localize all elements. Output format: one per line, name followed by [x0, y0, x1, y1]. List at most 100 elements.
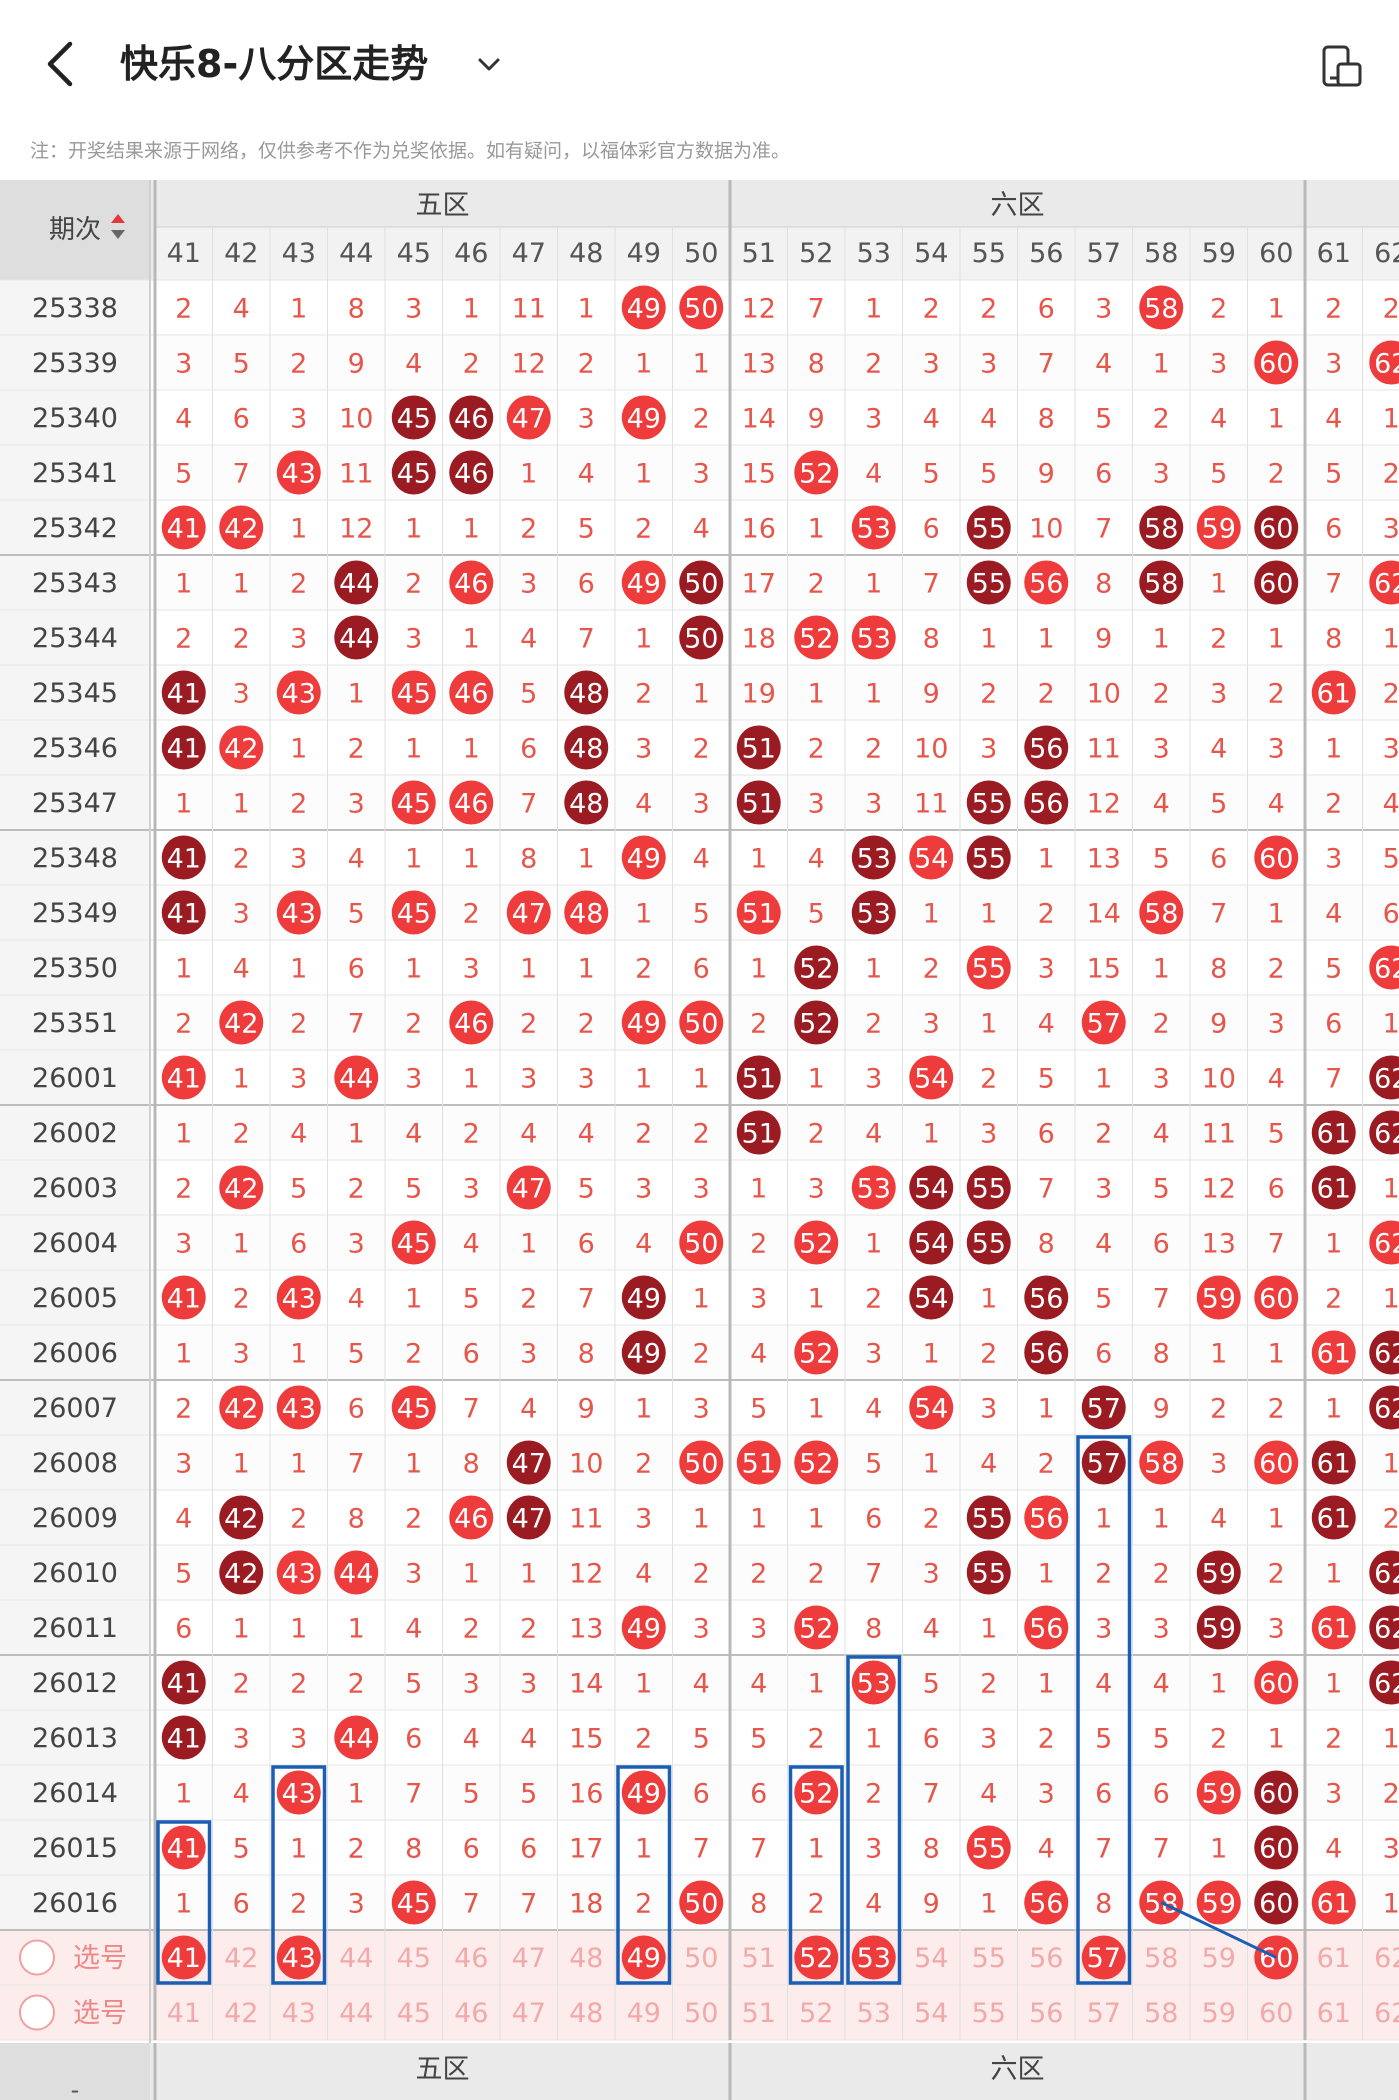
ball-number: 54	[914, 1229, 948, 1260]
miss-count: 4	[520, 1119, 537, 1150]
ball-number: 41	[167, 734, 201, 765]
miss-count: 5	[1268, 1119, 1285, 1150]
select-option-46[interactable]: 46	[454, 1943, 488, 1974]
select-row-2[interactable]: 选号 41 42 43 44 45 46 47 48 49 50 51 52 53 54 55 56 57 58 59…	[19, 1994, 1399, 2031]
select-option-46[interactable]: 46	[454, 1998, 488, 2029]
select-option-49[interactable]: 49	[627, 1998, 661, 2029]
select-option-61[interactable]: 61	[1317, 1943, 1351, 1974]
ball-number: 49	[627, 1779, 661, 1810]
select-option-60[interactable]: 60	[1259, 1998, 1293, 2029]
ball-number: 48	[569, 679, 603, 710]
ball-number: 45	[397, 899, 431, 930]
select-row-1[interactable]: 选号 41 42 43 44 45 46 47 48 49 50 51 52 53 54 55 56 57 58 59…	[19, 1935, 1399, 1980]
select-radio[interactable]	[19, 1994, 55, 2031]
ball-number: 49	[627, 294, 661, 325]
miss-count: 2	[1325, 1284, 1342, 1315]
ball-number: 54	[914, 1174, 948, 1205]
miss-count: 1	[808, 1504, 825, 1535]
picked-ball-43[interactable]	[276, 1935, 321, 1980]
ball-42	[219, 505, 264, 550]
ball-49	[621, 1275, 666, 1320]
select-option-55[interactable]: 55	[972, 1998, 1006, 2029]
miss-count: 6	[693, 1779, 710, 1810]
miss-count: 3	[865, 404, 882, 435]
ball-62	[1369, 560, 1399, 605]
select-option-43[interactable]: 43	[282, 1998, 316, 2029]
miss-count: 6	[1210, 844, 1227, 875]
chevron-down-icon[interactable]	[474, 50, 504, 80]
miss-count: 1	[1383, 1284, 1399, 1315]
select-radio[interactable]	[19, 1939, 55, 1976]
miss-count: 1	[175, 569, 192, 600]
ball-41	[161, 725, 206, 770]
select-option-61[interactable]: 61	[1317, 1998, 1351, 2029]
ball-55	[966, 945, 1011, 990]
miss-count: 2	[808, 569, 825, 600]
ball-number: 44	[339, 1724, 373, 1755]
select-option-51[interactable]: 51	[742, 1943, 776, 1974]
miss-count: 2	[348, 1834, 365, 1865]
ball-62	[1369, 340, 1399, 385]
select-option-56[interactable]: 56	[1029, 1998, 1063, 2029]
column-header-44: 44	[339, 238, 373, 269]
picked-ball-53[interactable]	[851, 1935, 896, 1980]
page-title[interactable]: 快乐8-八分区走势	[120, 42, 429, 86]
period-header[interactable]: 期次	[49, 215, 101, 245]
select-option-59[interactable]: 59	[1202, 1943, 1236, 1974]
select-option-58[interactable]: 58	[1144, 1943, 1178, 1974]
select-option-47[interactable]: 47	[512, 1998, 546, 2029]
select-option-54[interactable]: 54	[914, 1943, 948, 1974]
miss-count: 3	[463, 1174, 480, 1205]
miss-count: 7	[1153, 1834, 1170, 1865]
picked-ball-57[interactable]	[1081, 1935, 1126, 1980]
select-option-50[interactable]: 50	[684, 1943, 718, 1974]
select-option-55[interactable]: 55	[972, 1943, 1006, 1974]
select-option-45[interactable]: 45	[397, 1998, 431, 2029]
select-option-56[interactable]: 56	[1029, 1943, 1063, 1974]
picked-ball-49[interactable]	[621, 1935, 666, 1980]
select-option-42[interactable]: 42	[224, 1943, 258, 1974]
miss-count: 1	[808, 1834, 825, 1865]
select-option-58[interactable]: 58	[1144, 1998, 1178, 2029]
column-header-52: 52	[799, 238, 833, 269]
select-option-62[interactable]: 62	[1374, 1998, 1399, 2029]
select-option-57[interactable]: 57	[1087, 1998, 1121, 2029]
select-option-45[interactable]: 45	[397, 1943, 431, 1974]
period-number: 25347	[32, 788, 118, 819]
select-option-51[interactable]: 51	[742, 1998, 776, 2029]
select-option-59[interactable]: 59	[1202, 1998, 1236, 2029]
select-option-53[interactable]: 53	[857, 1998, 891, 2029]
sort-arrows-icon[interactable]	[111, 214, 125, 239]
select-option-48[interactable]: 48	[569, 1943, 603, 1974]
miss-count: 1	[520, 1229, 537, 1260]
select-option-52[interactable]: 52	[799, 1998, 833, 2029]
select-option-54[interactable]: 54	[914, 1998, 948, 2029]
select-option-44[interactable]: 44	[339, 1998, 373, 2029]
ball-41	[161, 1660, 206, 1705]
ball-56	[1024, 1880, 1069, 1925]
select-option-47[interactable]: 47	[512, 1943, 546, 1974]
miss-count: 2	[1038, 1724, 1055, 1755]
miss-count: 2	[865, 1779, 882, 1810]
ball-60	[1254, 560, 1299, 605]
back-arrow-icon[interactable]	[38, 38, 86, 90]
picked-ball-52[interactable]	[794, 1935, 839, 1980]
ball-43	[276, 670, 321, 715]
ball-number: 56	[1029, 1504, 1063, 1535]
select-option-48[interactable]: 48	[569, 1998, 603, 2029]
miss-count: 1	[463, 734, 480, 765]
ball-45	[391, 450, 436, 495]
device-orientation-icon[interactable]	[1320, 44, 1364, 88]
miss-count: 5	[750, 1394, 767, 1425]
select-option-50[interactable]: 50	[684, 1998, 718, 2029]
select-option-41[interactable]: 41	[167, 1998, 201, 2029]
ball-53	[851, 615, 896, 660]
miss-count: 4	[693, 844, 710, 875]
select-option-62[interactable]: 62	[1374, 1943, 1399, 1974]
picked-ball-41[interactable]	[161, 1935, 206, 1980]
miss-count: 5	[405, 1669, 422, 1700]
miss-count: 4	[233, 294, 250, 325]
select-option-42[interactable]: 42	[224, 1998, 258, 2029]
ball-50	[679, 1440, 724, 1485]
select-option-44[interactable]: 44	[339, 1943, 373, 1974]
